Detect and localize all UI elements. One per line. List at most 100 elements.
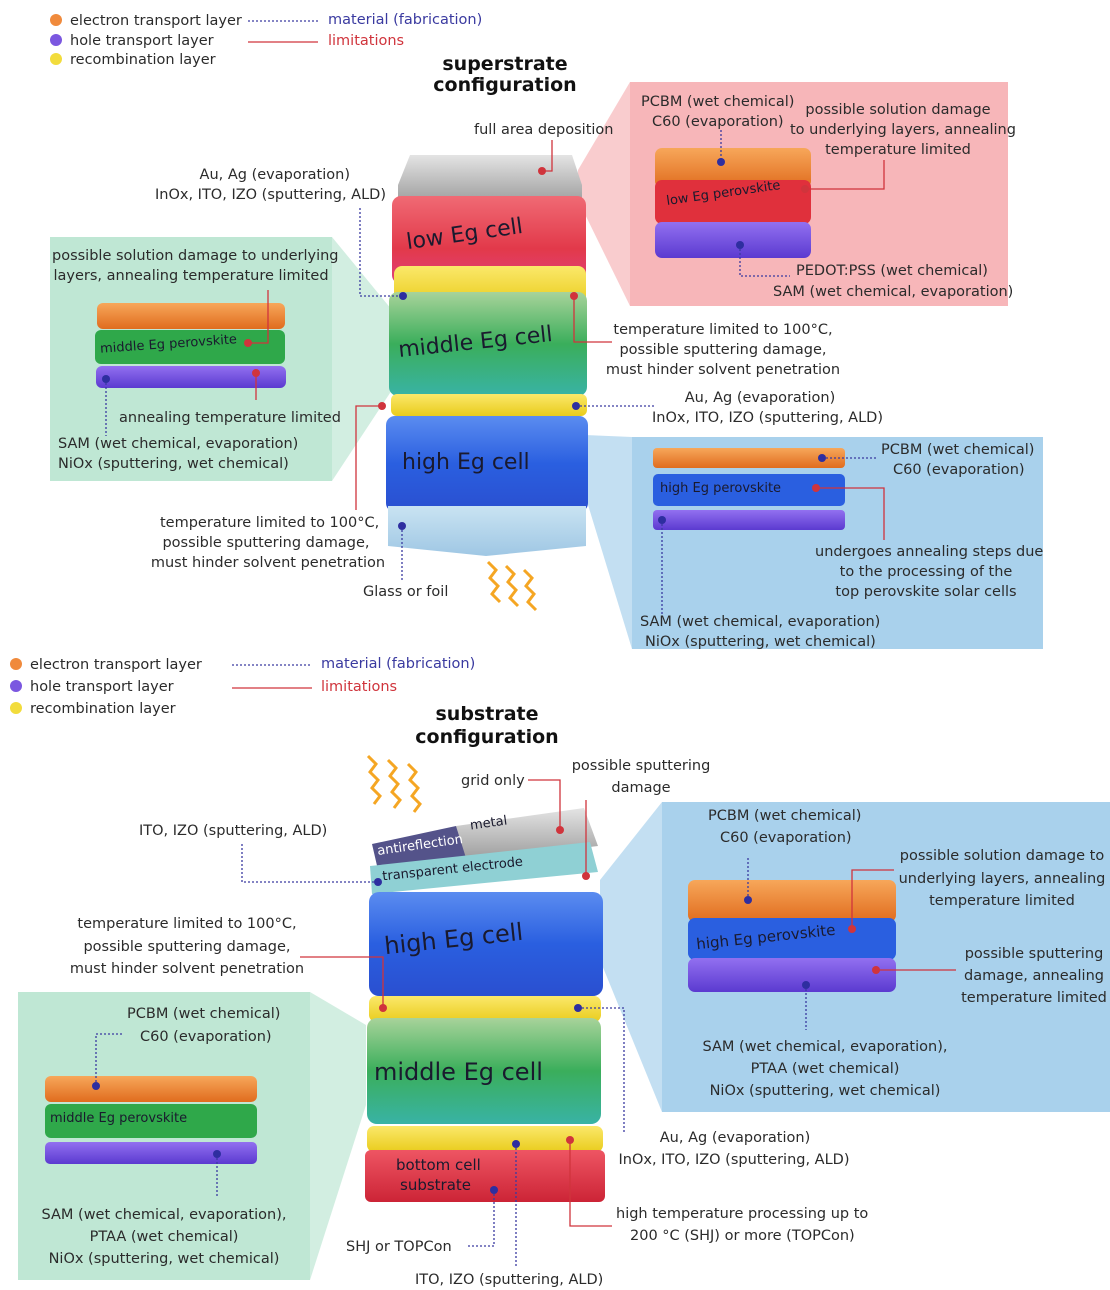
high-eg-cell-label: high Eg cell: [402, 450, 530, 475]
substrate-title-line2: configuration: [415, 726, 559, 748]
sub-rec1-limit-line3: must hinder solvent penetration: [69, 961, 305, 977]
dot-grid-only: [556, 826, 564, 834]
dot-green-htl-mat: [102, 375, 110, 383]
sub-blue-htl-line2: PTAA (wet chemical): [750, 1061, 900, 1077]
pink-perovskite-slab: [655, 180, 811, 224]
sub-rec-material-line: [578, 1007, 625, 1132]
shj-label: SHJ or TOPCon: [346, 1239, 452, 1255]
sub-green-htl-line3: NiOx (sputtering, wet chemical): [48, 1251, 280, 1267]
light-ray-2: [504, 564, 520, 608]
legend-limitations: limitations: [328, 33, 405, 49]
blue-etl-line2: C60 (evaporation): [893, 462, 1025, 478]
top-electrode-material-line: [359, 208, 403, 297]
legend-recombination-label: recombination layer: [70, 52, 216, 68]
sub-blue-lim-line2: underlying layers, annealing: [898, 871, 1106, 887]
dot-blue-lim: [812, 484, 820, 492]
legend-htl: hole transport layer: [50, 31, 214, 51]
pink-etl-line1: PCBM (wet chemical): [641, 94, 795, 110]
dot-glass: [398, 522, 406, 530]
high-eg-cell-layer: [386, 416, 588, 512]
sub-green-htl-line2: PTAA (wet chemical): [89, 1229, 239, 1245]
bottom-limit-line: [569, 1140, 612, 1227]
sub-rec-material-line2: InOx, ITO, IZO (sputtering, ALD): [618, 1152, 850, 1168]
blue-panel-connector: [585, 435, 632, 649]
sub-blue-etl-slab: [688, 880, 896, 922]
legend2-htl-label: hole transport layer: [30, 679, 174, 695]
pink-htl-line1: PEDOT:PSS (wet chemical): [796, 263, 988, 279]
legend2-htl: hole transport layer: [10, 677, 174, 697]
pink-lim-line2: to underlying layers, annealing: [790, 122, 1016, 138]
recombination-layer-2: [391, 394, 587, 416]
blue-htl-line2: NiOx (sputtering, wet chemical): [645, 634, 876, 650]
dot-sub-blue-htl-mat: [802, 981, 810, 989]
legend-material: material (fabrication): [328, 12, 483, 28]
sub-blue-lim-line: [851, 869, 894, 929]
ito-bottom-label: ITO, IZO (sputtering, ALD): [415, 1272, 604, 1288]
sub-green-perovskite-slab: [45, 1104, 257, 1138]
sub-green-etl-line1: PCBM (wet chemical): [127, 1006, 281, 1022]
rec1-limit-line: [573, 296, 612, 343]
pink-etl-slab: [655, 148, 811, 188]
sub-blue-lim-line3: temperature limited: [929, 893, 1075, 909]
green-lim-line2: layers, annealing temperature limited: [53, 268, 329, 284]
dot-rec1: [570, 292, 578, 300]
bottom-cell-substrate-layer: [365, 1150, 605, 1202]
dot-te: [374, 878, 382, 886]
sub-green-etl-slab: [45, 1076, 257, 1102]
green-htl-lim: annealing temperature limited: [119, 410, 341, 426]
sputter-line1: possible sputtering: [571, 758, 711, 774]
blue-lim-line: [816, 487, 885, 540]
legend2-recombination: recombination layer: [10, 699, 176, 719]
recombination-dot-icon: [50, 53, 62, 65]
blue-lim-line2: to the processing of the: [839, 564, 1013, 580]
sub-green-htl-line1: SAM (wet chemical, evaporation),: [41, 1207, 287, 1223]
dot-sub-blue-etl: [744, 896, 752, 904]
dot-sub-green-etl: [92, 1082, 100, 1090]
grid-only-line: [528, 779, 561, 830]
green-htl-line1: SAM (wet chemical, evaporation): [58, 436, 299, 452]
blue-panel-bottom-connector: [600, 802, 662, 1112]
legend2-limitations: limitations: [321, 679, 398, 695]
green-perovskite-slab: [95, 330, 285, 364]
legend2-etl: electron transport layer: [10, 655, 202, 675]
sub-blue-htl-slab: [688, 958, 896, 992]
rec1-limit-line3: must hinder solvent penetration: [605, 362, 841, 378]
sub-blue-htl-lim-line2: damage, annealing: [964, 968, 1104, 984]
sub-blue-lim-line1: possible solution damage to: [899, 848, 1105, 864]
middle-eg-cell-layer: [389, 292, 587, 396]
pink-htl-slab: [655, 222, 811, 258]
dot-ito-bottom: [512, 1140, 520, 1148]
legend-etl-label: electron transport layer: [70, 13, 242, 29]
dot-pink-htl: [736, 241, 744, 249]
green-lim-line1: possible solution damage to underlying: [52, 248, 339, 264]
sub-rec1-limit-line: [300, 956, 384, 1008]
bottom-cell-line1: bottom cell: [396, 1156, 481, 1174]
dot-sub-blue-htl-lim: [872, 966, 880, 974]
te-material-line: [241, 844, 378, 883]
sub-green-htl-slab: [45, 1142, 257, 1164]
full-area-label: full area deposition: [474, 122, 614, 138]
light-ray-1: [486, 560, 502, 604]
sub-blue-etl-line1: PCBM (wet chemical): [708, 808, 862, 824]
sub-middle-eg-cell-label: middle Eg cell: [374, 1058, 543, 1086]
bottom-cell-line2: substrate: [400, 1176, 472, 1194]
sub-high-eg-cell-layer: [369, 892, 603, 996]
dot-sub-rec-mat: [574, 1004, 582, 1012]
pink-lim-line1: possible solution damage: [805, 102, 991, 118]
substrate-title-line1: substrate: [435, 703, 539, 725]
dot-bottom-lim: [566, 1136, 574, 1144]
sub-green-etl-line2: C60 (evaporation): [140, 1029, 272, 1045]
top-electrode-mat-line2: InOx, ITO, IZO (sputtering, ALD): [155, 187, 386, 203]
dot-rec2-mat: [572, 402, 580, 410]
blue-htl-slab: [653, 510, 845, 530]
dot-green-lim: [244, 339, 252, 347]
etl-dot-icon: [10, 658, 22, 670]
dot-green-htl-lim: [252, 369, 260, 377]
dot-sub-rec1: [379, 1004, 387, 1012]
recombination-dot-icon: [10, 702, 22, 714]
pink-lim-line3: temperature limited: [825, 142, 971, 158]
rec2-limit-line3: must hinder solvent penetration: [150, 555, 386, 571]
transparent-electrode-layer: [370, 842, 598, 894]
sub-blue-perovskite-slab: [688, 918, 896, 960]
